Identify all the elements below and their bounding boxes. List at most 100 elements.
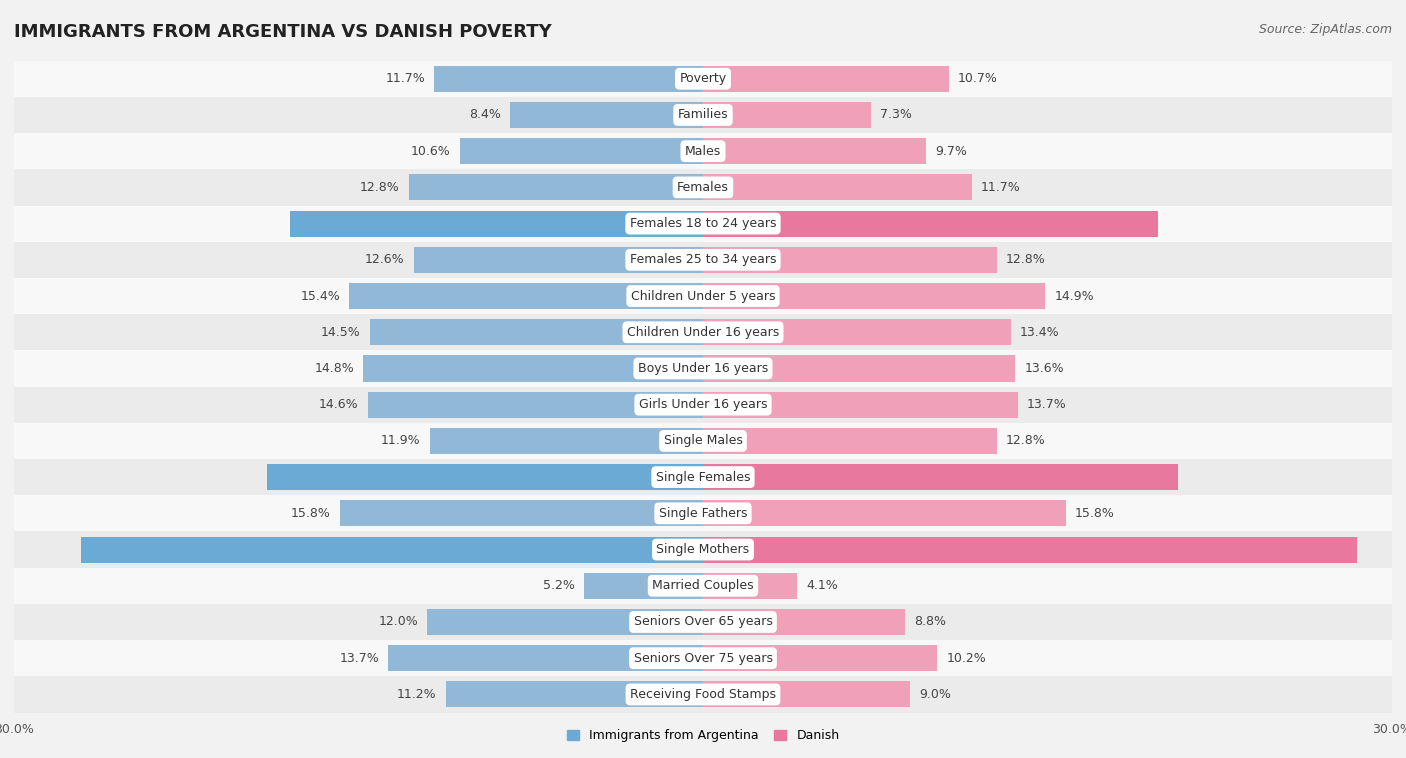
Bar (349, 283, 703, 309)
Text: 13.6%: 13.6% (1025, 362, 1064, 375)
Text: Girls Under 16 years: Girls Under 16 years (638, 398, 768, 411)
Bar (14, 531, 1392, 568)
Bar (703, 681, 910, 707)
Text: 11.7%: 11.7% (981, 181, 1021, 194)
Bar (703, 500, 1066, 526)
Bar (290, 211, 703, 236)
Text: 9.7%: 9.7% (935, 145, 967, 158)
Bar (703, 609, 905, 635)
Text: 11.9%: 11.9% (381, 434, 420, 447)
Text: 7.3%: 7.3% (880, 108, 911, 121)
Bar (703, 392, 1018, 418)
Text: Females 25 to 34 years: Females 25 to 34 years (630, 253, 776, 266)
Text: IMMIGRANTS FROM ARGENTINA VS DANISH POVERTY: IMMIGRANTS FROM ARGENTINA VS DANISH POVE… (14, 23, 551, 41)
Bar (703, 138, 925, 164)
Text: Single Fathers: Single Fathers (659, 507, 747, 520)
Text: 13.7%: 13.7% (1026, 398, 1067, 411)
Text: Single Mothers: Single Mothers (657, 543, 749, 556)
Bar (14, 61, 1392, 97)
Bar (703, 356, 1015, 381)
Bar (267, 464, 703, 490)
Text: 15.8%: 15.8% (291, 507, 330, 520)
Text: Children Under 16 years: Children Under 16 years (627, 326, 779, 339)
Bar (703, 428, 997, 454)
Bar (409, 174, 703, 200)
Text: 13.7%: 13.7% (339, 652, 380, 665)
Text: Families: Families (678, 108, 728, 121)
Text: 9.0%: 9.0% (920, 688, 950, 701)
Text: 12.8%: 12.8% (360, 181, 399, 194)
Bar (363, 356, 703, 381)
Bar (430, 428, 703, 454)
Bar (703, 283, 1045, 309)
Text: 20.7%: 20.7% (710, 471, 754, 484)
Bar (14, 640, 1392, 676)
Text: 12.8%: 12.8% (1007, 253, 1046, 266)
Text: Single Males: Single Males (664, 434, 742, 447)
Text: Females: Females (678, 181, 728, 194)
Text: 12.8%: 12.8% (1007, 434, 1046, 447)
Bar (14, 169, 1392, 205)
Text: 14.8%: 14.8% (314, 362, 354, 375)
Bar (14, 242, 1392, 278)
Text: 19.8%: 19.8% (710, 217, 754, 230)
Text: Single Females: Single Females (655, 471, 751, 484)
Bar (413, 247, 703, 273)
Bar (14, 314, 1392, 350)
Bar (703, 573, 797, 599)
Bar (14, 133, 1392, 169)
Bar (510, 102, 703, 128)
Bar (703, 174, 972, 200)
Bar (446, 681, 703, 707)
Bar (370, 319, 703, 346)
Bar (14, 278, 1392, 314)
Text: 12.0%: 12.0% (378, 615, 418, 628)
Bar (703, 66, 949, 92)
Bar (14, 205, 1392, 242)
Text: 14.5%: 14.5% (321, 326, 361, 339)
Bar (583, 573, 703, 599)
Text: Poverty: Poverty (679, 72, 727, 85)
Bar (14, 423, 1392, 459)
Text: Seniors Over 75 years: Seniors Over 75 years (634, 652, 772, 665)
Text: Married Couples: Married Couples (652, 579, 754, 592)
Bar (703, 464, 1178, 490)
Bar (703, 319, 1011, 346)
Text: 10.7%: 10.7% (957, 72, 998, 85)
Bar (460, 138, 703, 164)
Text: 12.6%: 12.6% (364, 253, 405, 266)
Bar (427, 609, 703, 635)
Text: 11.2%: 11.2% (396, 688, 437, 701)
Bar (388, 645, 703, 672)
Bar (14, 604, 1392, 640)
Text: 11.7%: 11.7% (385, 72, 425, 85)
Text: Children Under 5 years: Children Under 5 years (631, 290, 775, 302)
Text: 4.1%: 4.1% (807, 579, 838, 592)
Bar (14, 459, 1392, 495)
Bar (434, 66, 703, 92)
Legend: Immigrants from Argentina, Danish: Immigrants from Argentina, Danish (567, 729, 839, 742)
Bar (14, 676, 1392, 713)
Bar (80, 537, 703, 562)
Bar (14, 568, 1392, 604)
Bar (14, 350, 1392, 387)
Text: 28.5%: 28.5% (710, 543, 754, 556)
Text: 18.0%: 18.0% (652, 217, 696, 230)
Bar (14, 97, 1392, 133)
Bar (14, 387, 1392, 423)
Text: Boys Under 16 years: Boys Under 16 years (638, 362, 768, 375)
Bar (703, 645, 938, 672)
Text: 27.1%: 27.1% (652, 543, 696, 556)
Text: 10.6%: 10.6% (411, 145, 450, 158)
Text: 13.4%: 13.4% (1019, 326, 1060, 339)
Text: 15.4%: 15.4% (301, 290, 340, 302)
Bar (703, 102, 870, 128)
Text: Receiving Food Stamps: Receiving Food Stamps (630, 688, 776, 701)
Text: 8.4%: 8.4% (470, 108, 501, 121)
Bar (14, 495, 1392, 531)
Text: 14.6%: 14.6% (319, 398, 359, 411)
Text: 15.8%: 15.8% (1076, 507, 1115, 520)
Text: 14.9%: 14.9% (1054, 290, 1094, 302)
Text: 19.0%: 19.0% (652, 471, 696, 484)
Bar (703, 211, 1157, 236)
